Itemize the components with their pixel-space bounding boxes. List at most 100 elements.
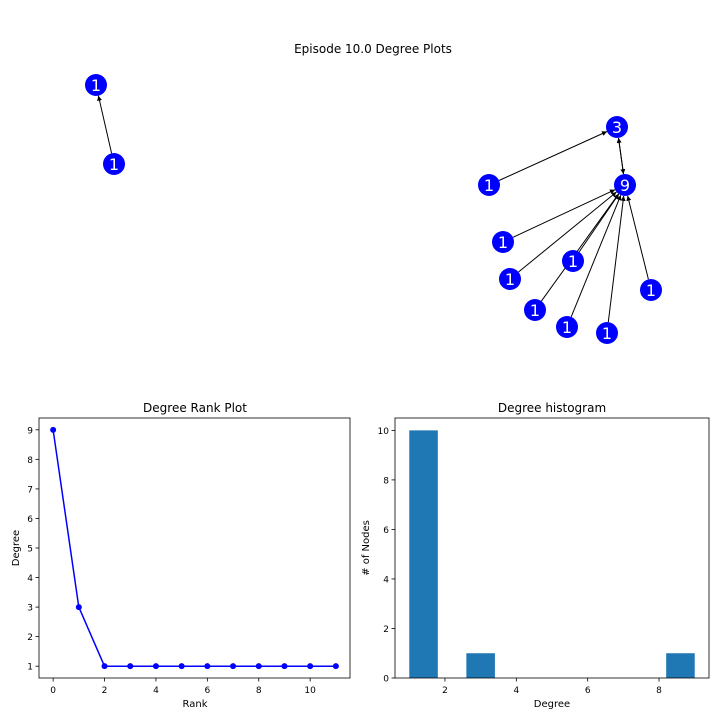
network-node-e: 1 — [478, 174, 500, 196]
rank-plot-point — [127, 663, 134, 670]
network-node-circle — [85, 74, 107, 96]
histogram-y-tick-label: 6 — [383, 526, 389, 536]
network-node-circle — [478, 174, 500, 196]
network-edge-11 — [626, 195, 649, 280]
rank-plot-point — [75, 604, 82, 611]
rank-plot-y-ticks: 1 2 3 4 5 6 7 8 9 — [27, 426, 39, 673]
rank-plot-y-tick-label: 2 — [27, 633, 33, 643]
rank-plot-point — [204, 663, 211, 670]
histogram-bar — [466, 653, 495, 678]
rank-plot-y-label: Degree — [11, 530, 22, 566]
rank-plot-y-tick-label: 4 — [27, 574, 33, 584]
rank-plot-x-label: Rank — [183, 699, 208, 710]
network-node-circle — [606, 116, 628, 138]
network-edge-3 — [618, 137, 626, 175]
rank-plot-point — [178, 663, 185, 670]
network-edges — [97, 95, 649, 323]
rank-plot-y-tick-label: 5 — [27, 545, 33, 555]
network-node-label: 1 — [602, 324, 612, 343]
rank-plot-point — [230, 663, 237, 670]
network-node-label: 1 — [646, 281, 656, 300]
histogram-x-tick-label: 6 — [585, 686, 591, 696]
network-edge-5 — [512, 189, 616, 238]
rank-plot-axes-frame — [38, 417, 351, 679]
histogram-x-tick-label: 4 — [513, 686, 519, 696]
histogram-x-tick-label: 8 — [656, 686, 662, 696]
network-node-label: 1 — [562, 318, 572, 337]
network-node-circle — [103, 153, 125, 175]
degree-histogram: Degree histogram 2 4 6 8 0 2 4 6 8 10 Degree # o… — [361, 401, 710, 710]
rank-plot-x-ticks: 0 2 4 6 8 10 — [50, 678, 316, 696]
rank-plot-point — [281, 663, 288, 670]
network-node-f: 1 — [492, 231, 514, 253]
rank-plot-point — [307, 663, 314, 670]
network-node-label: 1 — [568, 252, 578, 271]
rank-plot-y-tick-label: 6 — [27, 515, 33, 525]
network-node-g: 1 — [499, 268, 521, 290]
network-edge-9 — [570, 195, 622, 317]
network-node-circle — [492, 231, 514, 253]
histogram-x-tick-label: 2 — [442, 686, 448, 696]
network-node-b: 1 — [103, 153, 125, 175]
rank-plot-point — [152, 663, 159, 670]
histogram-title: Degree histogram — [498, 401, 606, 415]
network-node-i: 1 — [524, 299, 546, 321]
histogram-y-label: # of Nodes — [361, 520, 372, 576]
network-node-h: 1 — [562, 250, 584, 272]
histogram-y-tick-label: 0 — [383, 675, 389, 685]
network-node-c: 3 — [606, 116, 628, 138]
network-node-label: 1 — [498, 233, 508, 252]
rank-plot-point — [332, 663, 339, 670]
rank-plot-y-tick-label: 9 — [27, 426, 33, 436]
rank-plot-x-tick-label: 4 — [153, 686, 159, 696]
rank-plot-points — [50, 426, 339, 670]
rank-plot-title: Degree Rank Plot — [143, 401, 247, 415]
rank-plot-point — [101, 663, 108, 670]
network-node-circle — [562, 250, 584, 272]
network-node-label: 9 — [620, 176, 630, 195]
network-node-circle — [614, 174, 636, 196]
rank-plot-x-tick-label: 6 — [204, 686, 210, 696]
network-node-j: 1 — [556, 316, 578, 338]
rank-plot-series-line — [52, 429, 336, 667]
network-node-circle — [524, 299, 546, 321]
histogram-y-tick-label: 2 — [383, 625, 389, 635]
rank-plot-y-tick-label: 3 — [27, 604, 33, 614]
network-node-label: 1 — [530, 301, 540, 320]
histogram-y-tick-label: 8 — [383, 476, 389, 486]
network-node-k: 1 — [596, 322, 618, 344]
network-node-d: 9 — [614, 174, 636, 196]
rank-plot-y-tick-label: 8 — [27, 456, 33, 466]
histogram-x-label: Degree — [534, 699, 570, 710]
network-node-label: 1 — [91, 76, 101, 95]
histogram-y-tick-label: 4 — [383, 575, 389, 585]
network-edge-7 — [578, 193, 620, 253]
network-node-label: 3 — [612, 118, 622, 137]
histogram-y-tick-label: 10 — [378, 427, 390, 437]
network-node-circle — [556, 316, 578, 338]
rank-plot-point — [50, 426, 57, 433]
histogram-x-ticks: 2 4 6 8 — [442, 678, 662, 696]
network-node-l: 1 — [640, 279, 662, 301]
network-node-label: 1 — [484, 176, 494, 195]
rank-plot-x-tick-label: 2 — [102, 686, 108, 696]
histogram-bar — [409, 430, 438, 678]
rank-plot-y-tick-label: 7 — [27, 485, 33, 495]
network-edge-8 — [540, 193, 620, 302]
rank-plot-x-tick-label: 0 — [50, 686, 56, 696]
rank-plot-point — [255, 663, 262, 670]
network-node-circle — [499, 268, 521, 290]
network-edge-4 — [498, 131, 608, 181]
network-edge-6 — [518, 191, 617, 273]
rank-plot-y-tick-label: 1 — [27, 663, 33, 673]
network-edge-1 — [97, 95, 113, 154]
network-node-a: 1 — [85, 74, 107, 96]
network-node-circle — [640, 279, 662, 301]
network-edge-10 — [607, 195, 626, 323]
histogram-bars — [409, 430, 695, 678]
rank-plot-x-tick-label: 8 — [256, 686, 262, 696]
